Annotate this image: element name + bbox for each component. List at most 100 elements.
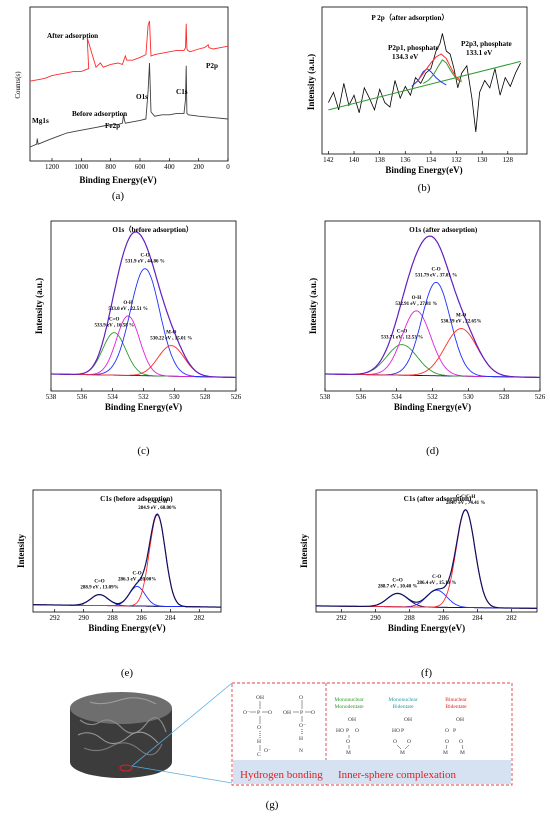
x-tick-label: 526 [535,393,546,401]
x-ticks: 142 140 138 136 134 132 130 128 [323,151,514,164]
x-tick-label: 538 [46,393,57,401]
header-bi-bi-2: Bidentate [445,704,467,710]
x-tick-label: 538 [320,393,331,401]
hbond-structure-1: OH O⁻ P O O H C O⁻ [243,695,272,758]
chart-title: P 2p（after adsorption） [371,13,448,22]
series-line-p2p1 [411,68,447,87]
x-axis-label: Binding Energy(eV) [388,623,465,633]
y-axis-label: Intensity (a.u.) [306,54,316,110]
annotation-before: Before adsorption [72,110,127,118]
x-tick-label: 528 [200,393,211,401]
peak-name: C-O [432,575,441,580]
chart-title: C1s (after adsorption) [404,495,472,503]
annotation-after: After adsorption [47,32,98,40]
panel-label: (b) [418,182,431,194]
plot-frame [321,6,528,155]
svg-text:H: H [299,736,303,742]
svg-text:M: M [443,750,448,756]
plot-frame [32,489,222,613]
series-line-p2p3 [422,59,462,84]
peak-name: C=O [392,578,402,583]
x-ticks: 1200 1000 800 600 400 200 0 [45,158,230,171]
envelope-line [51,231,236,378]
y-axis-label: Counts(s) [14,71,22,99]
x-tick-label: 288 [107,614,118,622]
svg-text:M: M [346,750,351,756]
x-tick-label: 142 [323,156,334,164]
svg-text:P: P [453,728,456,734]
x-tick-label: 1000 [74,163,89,171]
annotation-p2p3-value: 133.1 eV [466,49,493,57]
annotation-o1s: O1s [136,93,148,101]
svg-text:O: O [346,739,350,745]
header-mono-mono-2: Monodentate [334,704,364,710]
peak-value: 284.9 eV , 68.00% [138,506,176,511]
svg-text:O: O [407,739,411,745]
peak-line-oh [51,315,236,378]
peak-name: C-C/C-H [148,500,168,505]
envelope-line [325,235,540,378]
x-tick-label: 292 [49,614,60,622]
x-tick-label: 536 [77,393,88,401]
peak-value: 531.9 eV , 44.86 % [125,260,165,265]
header-mono-bi-1: Mononuclear [388,697,417,703]
peak-name: C-C/C-H [456,495,476,500]
annotation-fe2p: Fe2p [105,122,120,130]
peak-value: 530.22 eV , 15.01 % [150,337,192,342]
peak-name: M-O [166,331,176,336]
svg-text:M: M [460,750,465,756]
panel-g: Hydrogen bonding Inner-sphere complexati… [70,682,513,811]
x-tick-label: 282 [506,614,517,622]
peak-line-co [325,281,540,378]
peak-value: 531.79 eV , 37.01 % [415,273,457,278]
zoom-line [131,765,233,784]
svg-text:O: O [393,739,397,745]
svg-text:OH: OH [283,710,291,716]
svg-text:O: O [445,739,449,745]
svg-text:P: P [300,710,303,716]
panel-label: (g) [266,799,279,811]
peak-value: 288.7 eV , 10.40 % [378,584,418,589]
svg-text:P: P [401,728,404,734]
panel-label: (d) [426,445,439,457]
peak-name: C=O [109,318,119,323]
x-tick-label: 130 [477,156,488,164]
inner-sphere-label: Inner-sphere complexation [338,769,456,781]
x-axis-label: Binding Energy(eV) [394,402,471,412]
annotation-p2p1-value: 134.3 eV [392,53,419,61]
svg-text:O: O [311,710,315,716]
peak-line-co [51,268,236,378]
peak-line-co [51,332,236,378]
adsorbent-cylinder [70,692,172,778]
peak-value: 530.39 eV , 22.65% [441,320,482,325]
svg-text:O: O [355,728,359,734]
inner-structure-mono-mono: OH HO P O O M [336,717,359,756]
peak-value: 533.9 eV , 16.58 % [94,324,134,329]
x-tick-label: 132 [451,156,462,164]
envelope-line [316,509,537,609]
peak-line-co [316,589,537,609]
x-tick-label: 1200 [45,163,60,171]
svg-text:O: O [299,695,303,701]
panel-label: (f) [421,667,432,679]
series-line-baseline [328,60,521,111]
peak-value: 286.4 eV , 15.19 % [417,581,457,586]
annotation-p2p: P2p [206,62,218,70]
x-tick-label: 532 [138,393,149,401]
x-ticks: 538 536 534 532 530 528 526 [320,388,546,401]
annotation-p2p1: P2p1, phosphate [388,44,439,52]
x-tick-label: 292 [336,614,347,622]
y-axis-label: Intensity (a.u.) [34,278,44,334]
peak-name: M-O [456,314,466,319]
x-axis-label: Binding Energy(eV) [79,175,156,185]
header-bi-bi-1: Binuclear [445,697,467,703]
peak-line-ccch [316,509,537,609]
peak-line-ccch [33,514,221,608]
x-tick-label: 286 [438,614,449,622]
x-tick-label: 140 [349,156,360,164]
panel-label: (c) [137,445,150,457]
zoom-line [131,682,233,767]
peak-value: 288.9 eV , 13.09% [80,586,118,591]
svg-text:OH: OH [404,717,412,723]
